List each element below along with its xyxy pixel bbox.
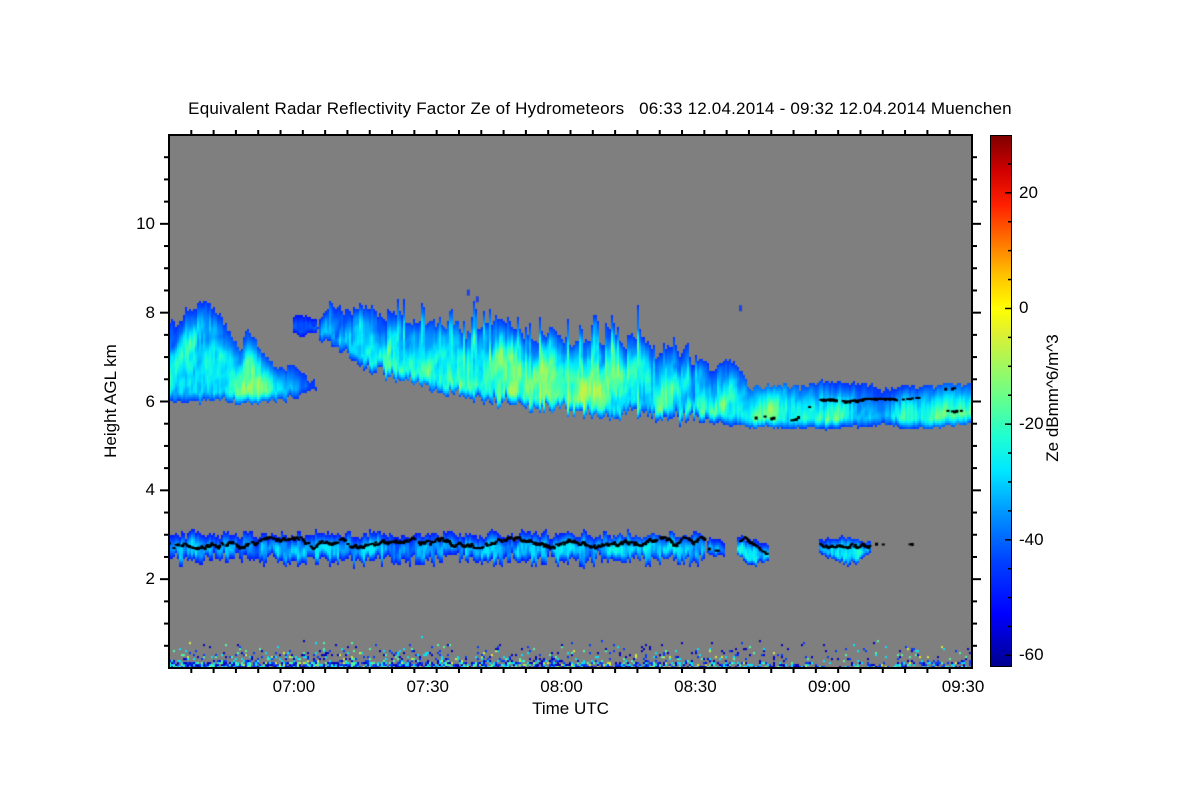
y-tick-label: 8 xyxy=(145,302,155,322)
reflectivity-heatmap-canvas xyxy=(169,135,972,668)
y-tick-label: 4 xyxy=(145,480,155,500)
x-tick-label: 09:00 xyxy=(807,677,851,696)
colorbar-tick-label: 20 xyxy=(1019,182,1038,202)
y-tick-label: 10 xyxy=(136,213,155,233)
colorbar-tick-label: -20 xyxy=(1019,414,1044,434)
x-tick-label: 07:30 xyxy=(406,677,450,696)
colorbar-tick-label: -60 xyxy=(1019,645,1044,665)
y-tick-label: 2 xyxy=(145,569,155,589)
y-tick-label: 6 xyxy=(145,391,155,411)
x-axis-label: Time UTC xyxy=(532,699,609,718)
colorbar-gradient xyxy=(990,135,1012,667)
x-tick-label: 08:00 xyxy=(540,677,583,696)
colorbar-tick-label: -40 xyxy=(1019,529,1044,549)
x-tick-label: 09:30 xyxy=(941,677,985,696)
x-tick-label: 08:30 xyxy=(674,677,717,696)
colorbar-tick-label: 0 xyxy=(1019,298,1029,318)
chart-title: Equivalent Radar Reflectivity Factor Ze … xyxy=(188,99,1012,118)
x-tick-label: 07:00 xyxy=(272,677,316,696)
